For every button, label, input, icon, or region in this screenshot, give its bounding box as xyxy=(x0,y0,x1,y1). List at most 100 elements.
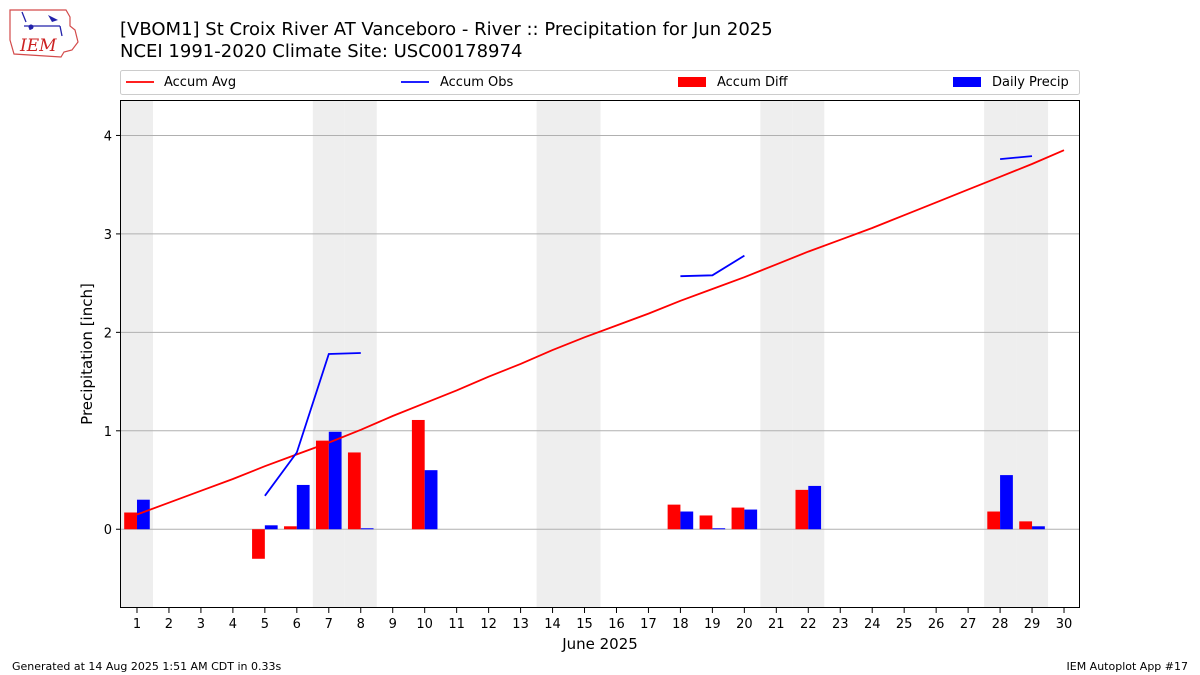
legend-swatch-daily-precip xyxy=(953,77,981,87)
bar-accum-diff-day-6 xyxy=(284,526,297,530)
x-tick-label-15: 15 xyxy=(576,617,593,632)
legend: Accum Avg Accum Obs Accum Diff Daily Pre… xyxy=(120,70,1080,95)
y-axis-ticks: 0 1 2 3 4 xyxy=(104,129,121,538)
station-dot-icon xyxy=(28,24,34,30)
x-tick-label-8: 8 xyxy=(357,617,365,632)
bar-daily-precip-day-1 xyxy=(136,499,150,530)
bar-daily-precip-day-6 xyxy=(296,484,310,530)
x-tick-label-7: 7 xyxy=(325,617,333,632)
weather-symbols-icon xyxy=(21,11,63,37)
bar-daily-precip-day-10 xyxy=(424,470,438,530)
x-tick-label-21: 21 xyxy=(768,617,785,632)
x-tick-label-24: 24 xyxy=(864,617,881,632)
x-tick-label-16: 16 xyxy=(608,617,625,632)
bar-daily-precip-day-20 xyxy=(744,509,758,530)
x-tick-label-13: 13 xyxy=(512,617,529,632)
y-gridlines xyxy=(121,134,1080,530)
legend-item-accum-diff: Accum Diff xyxy=(678,75,789,90)
x-tick-label-2: 2 xyxy=(165,617,173,632)
bar-accum-diff-day-28 xyxy=(987,511,1001,530)
line-accum-obs-segment-2 xyxy=(680,254,745,278)
weekend-shade-day-29 xyxy=(1016,101,1049,608)
x-tick-label-10: 10 xyxy=(416,617,433,632)
y-tick-label-1: 1 xyxy=(104,425,112,440)
bar-accum-diff-day-10 xyxy=(411,419,425,530)
x-tick-label-3: 3 xyxy=(197,617,205,632)
logo-text: IEM xyxy=(19,36,57,56)
bar-accum-diff-day-1 xyxy=(124,512,137,530)
y-tick-label-3: 3 xyxy=(104,228,112,243)
plot-frame xyxy=(120,100,1080,608)
chart-title: [VBOM1] St Croix River AT Vanceboro - Ri… xyxy=(120,19,773,40)
x-tick-label-18: 18 xyxy=(672,617,689,632)
bar-daily-precip-day-18 xyxy=(680,511,694,530)
bar-daily-precip-day-29 xyxy=(1032,526,1045,530)
wind-flag-icon xyxy=(48,15,58,22)
x-tick-label-27: 27 xyxy=(960,617,977,632)
y-tick-label-2: 2 xyxy=(104,326,112,341)
x-tick-label-19: 19 xyxy=(704,617,721,632)
x-tick-label-26: 26 xyxy=(928,617,945,632)
y-tick-label-4: 4 xyxy=(104,129,112,144)
bar-daily-precip-day-7 xyxy=(328,431,342,530)
bar-daily-precip-day-28 xyxy=(1000,475,1013,530)
x-axis-label: June 2025 xyxy=(561,635,638,653)
weekend-shade-day-8 xyxy=(344,101,377,608)
legend-item-accum-avg: Accum Avg xyxy=(126,75,236,90)
legend-label-daily-precip: Daily Precip xyxy=(992,75,1069,90)
line-accum-obs-segment-3 xyxy=(1000,155,1033,160)
x-tick-label-12: 12 xyxy=(480,617,497,632)
x-tick-label-1: 1 xyxy=(133,617,141,632)
x-tick-label-11: 11 xyxy=(448,617,465,632)
legend-label-accum-diff: Accum Diff xyxy=(717,75,789,90)
bar-series xyxy=(124,419,1045,559)
weekend-shade-day-21 xyxy=(760,101,793,608)
y-axis-label: Precipitation [inch] xyxy=(78,283,96,425)
x-tick-label-22: 22 xyxy=(800,617,817,632)
bar-daily-precip-day-19 xyxy=(712,528,726,530)
weekend-shade-day-1 xyxy=(121,101,153,608)
bar-daily-precip-day-8 xyxy=(360,528,374,530)
weekend-shade-day-15 xyxy=(568,101,601,608)
line-accum-obs-segment-1 xyxy=(264,352,361,497)
x-tick-label-29: 29 xyxy=(1024,617,1041,632)
legend-label-accum-obs: Accum Obs xyxy=(440,75,513,90)
legend-item-daily-precip: Daily Precip xyxy=(953,75,1069,90)
iowa-outline-icon xyxy=(9,9,79,58)
x-tick-label-6: 6 xyxy=(293,617,301,632)
x-axis-ticks: 1 2 3 4 5 6 7 8 9 10 11 12 13 14 15 16 17 18 19 20 21 22 23 24 2… xyxy=(133,608,1072,632)
chart-subtitle: NCEI 1991-2020 Climate Site: USC00178974 xyxy=(120,41,522,62)
legend-label-accum-avg: Accum Avg xyxy=(164,75,236,90)
weekend-shade-day-22 xyxy=(792,101,825,608)
x-tick-label-30: 30 xyxy=(1056,617,1073,632)
legend-frame xyxy=(120,70,1080,95)
bar-accum-diff-day-19 xyxy=(699,515,713,530)
bar-daily-precip-day-22 xyxy=(808,485,822,530)
x-tick-label-25: 25 xyxy=(896,617,913,632)
iem-logo: IEM xyxy=(9,9,79,58)
bar-accum-diff-day-29 xyxy=(1019,521,1033,530)
x-tick-label-9: 9 xyxy=(389,617,397,632)
bar-accum-diff-day-18 xyxy=(667,504,681,530)
line-accum-avg-segment-1 xyxy=(136,149,1065,516)
x-tick-label-17: 17 xyxy=(640,617,657,632)
y-tick-label-0: 0 xyxy=(104,523,112,538)
bar-accum-diff-day-20 xyxy=(731,507,745,530)
line-series xyxy=(136,149,1065,516)
footer-app: IEM Autoplot App #17 xyxy=(1067,660,1189,673)
bar-accum-diff-day-5 xyxy=(252,529,265,559)
x-tick-label-5: 5 xyxy=(261,617,269,632)
bar-accum-diff-day-22 xyxy=(795,489,809,530)
bar-accum-diff-day-7 xyxy=(315,440,329,530)
legend-item-accum-obs: Accum Obs xyxy=(401,75,513,90)
x-tick-label-14: 14 xyxy=(544,617,561,632)
bar-daily-precip-day-5 xyxy=(264,525,278,530)
x-tick-label-28: 28 xyxy=(992,617,1009,632)
weekend-shading xyxy=(121,101,1049,608)
bar-accum-diff-day-8 xyxy=(347,452,361,530)
legend-swatch-accum-diff xyxy=(678,77,706,87)
footer-generated: Generated at 14 Aug 2025 1:51 AM CDT in … xyxy=(12,660,281,673)
x-tick-label-23: 23 xyxy=(832,617,849,632)
x-tick-label-4: 4 xyxy=(229,617,237,632)
x-tick-label-20: 20 xyxy=(736,617,753,632)
